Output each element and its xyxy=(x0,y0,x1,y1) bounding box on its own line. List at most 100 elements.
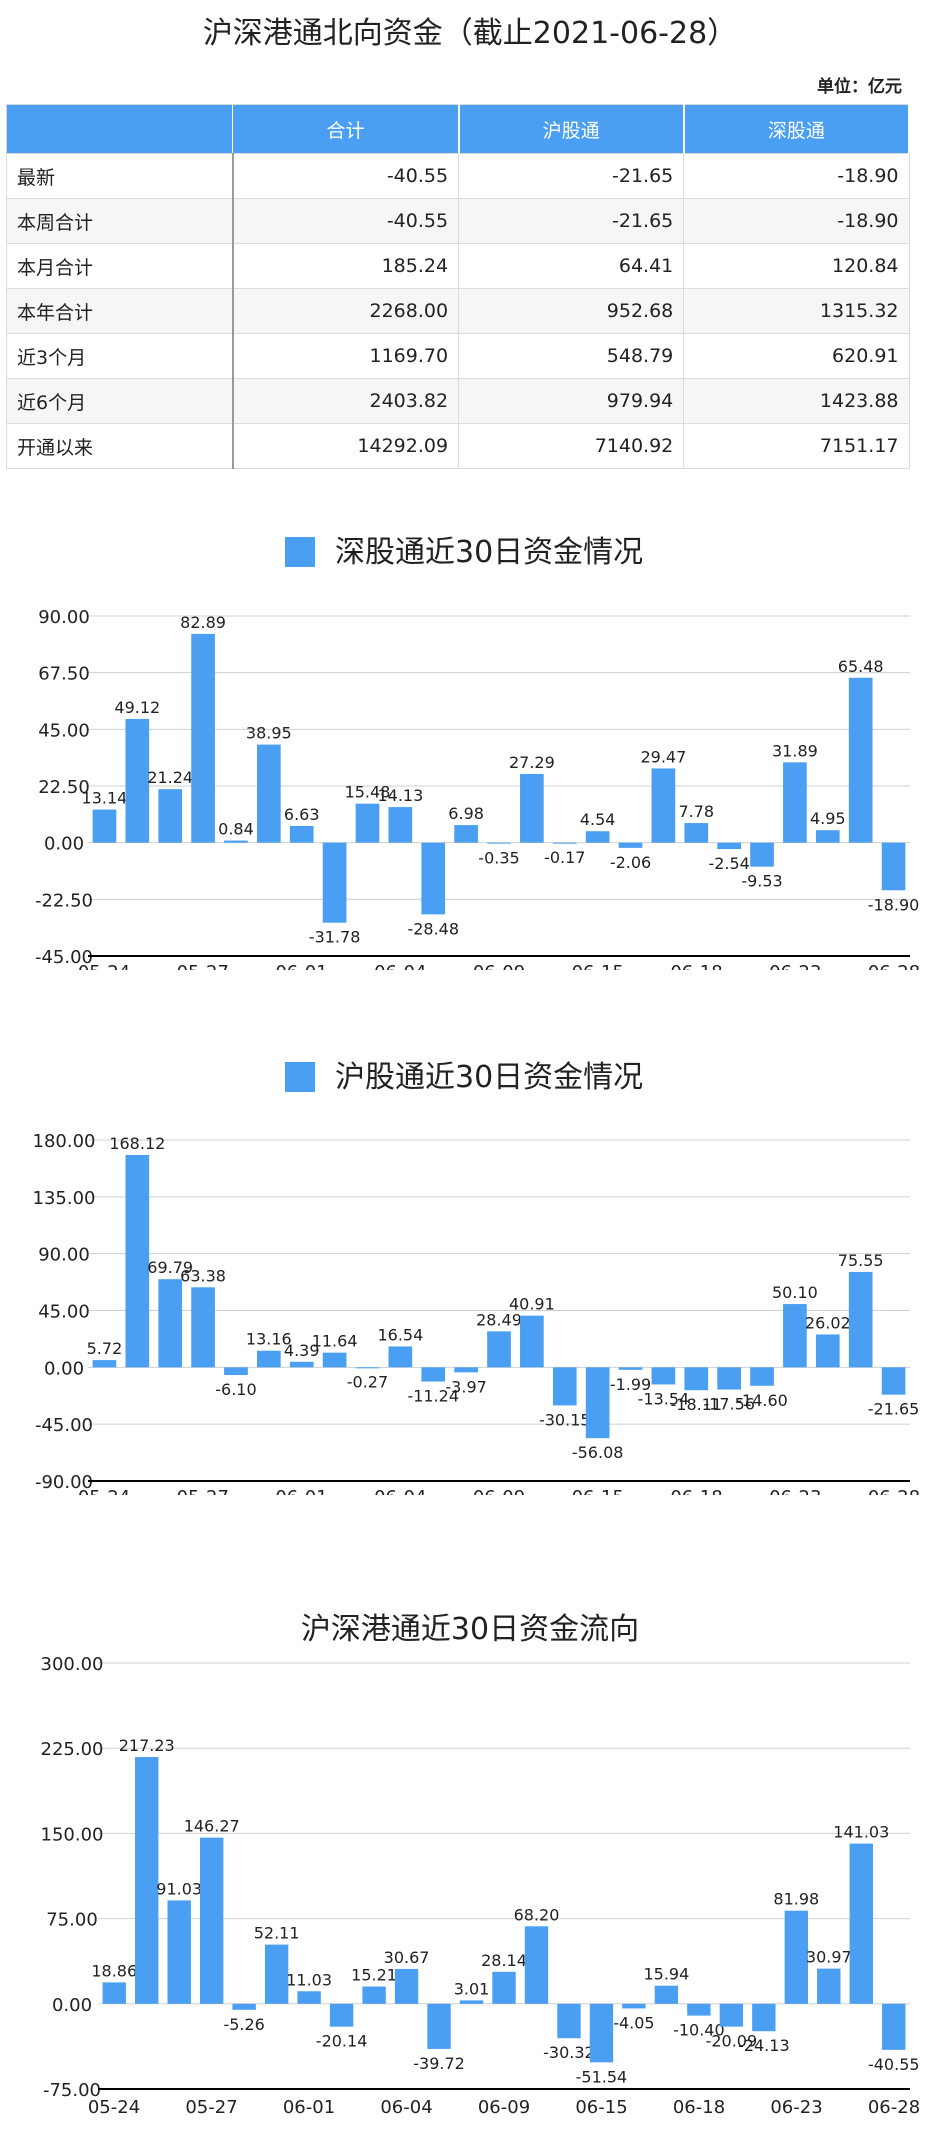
data-label: 217.23 xyxy=(119,1736,175,1755)
bar xyxy=(427,2003,451,2049)
row-value: 185.24 xyxy=(232,243,460,289)
y-tick-label: 180.00 xyxy=(33,1131,96,1152)
bar xyxy=(750,842,774,867)
row-value: 2403.82 xyxy=(232,378,460,424)
y-tick-label: 67.50 xyxy=(38,664,90,685)
data-label: 3.01 xyxy=(454,1979,490,1998)
x-tick-label: 05-24 xyxy=(78,1487,130,1495)
data-label: 31.89 xyxy=(772,741,818,760)
data-label: 75.55 xyxy=(838,1251,884,1270)
bar xyxy=(257,744,281,843)
bar xyxy=(322,1352,347,1368)
data-label: 81.98 xyxy=(773,1890,819,1909)
x-tick-label: 06-28 xyxy=(868,1487,920,1495)
row-value: 952.68 xyxy=(458,288,685,334)
legend-swatch xyxy=(285,1062,315,1092)
data-label: 30.67 xyxy=(384,1948,430,1967)
row-value: 1423.88 xyxy=(683,378,910,424)
bar xyxy=(224,1367,248,1376)
x-tick-label: 06-23 xyxy=(769,962,821,970)
data-label: 52.11 xyxy=(254,1924,300,1943)
data-label: 141.03 xyxy=(833,1823,889,1842)
bar xyxy=(257,1350,281,1368)
bar xyxy=(717,842,741,850)
bar xyxy=(552,1367,577,1406)
data-label: 11.64 xyxy=(312,1332,358,1351)
table-row: 本月合计 185.24 64.41 120.84 xyxy=(5,243,910,289)
bar xyxy=(815,830,840,843)
data-label: -1.99 xyxy=(610,1375,651,1394)
bar xyxy=(848,677,873,843)
table-row: 本周合计 -40.55 -21.65 -18.90 xyxy=(5,198,910,244)
y-tick-label: 90.00 xyxy=(38,1245,90,1266)
data-label: 6.98 xyxy=(448,804,484,823)
data-label: -11.24 xyxy=(407,1387,459,1406)
data-label: 69.79 xyxy=(147,1258,193,1277)
table-row: 近6个月 2403.82 979.94 1423.88 xyxy=(5,378,910,424)
row-value: 14292.09 xyxy=(232,423,460,469)
data-label: 7.78 xyxy=(678,802,714,821)
x-tick-label: 05-24 xyxy=(78,962,130,970)
data-label: 49.12 xyxy=(114,698,160,717)
bar xyxy=(524,1926,549,2004)
row-label: 开通以来 xyxy=(5,423,234,469)
x-tick-label: 06-04 xyxy=(380,2097,432,2118)
x-tick-label: 06-23 xyxy=(770,2097,822,2118)
table-header-sh: 沪股通 xyxy=(458,104,685,154)
row-value: -18.90 xyxy=(683,198,910,244)
bar xyxy=(520,1315,544,1368)
data-label: -30.15 xyxy=(539,1410,591,1429)
bar xyxy=(459,2000,484,2004)
data-label: 28.49 xyxy=(476,1310,522,1329)
row-label: 最新 xyxy=(5,153,234,199)
data-label: 91.03 xyxy=(156,1879,202,1898)
y-tick-label: 45.00 xyxy=(38,720,90,741)
x-tick-label: 06-01 xyxy=(275,962,327,970)
x-tick-label: 05-27 xyxy=(185,2097,237,2118)
summary-table: 合计 沪股通 深股通 最新 -40.55 -21.65 -18.90 本周合计 -40.5… xyxy=(5,104,911,469)
bar xyxy=(355,1367,380,1369)
data-label: -0.27 xyxy=(347,1373,388,1392)
bar xyxy=(848,1271,873,1368)
bar xyxy=(487,1331,511,1368)
bar xyxy=(289,1361,314,1368)
bar xyxy=(135,1757,159,2004)
bar xyxy=(158,1279,183,1368)
data-label: 11.03 xyxy=(286,1970,332,1989)
bar xyxy=(421,1367,446,1382)
sh-connect-chart: 沪股通近30日资金情况 180.00 135.00 90.00 45.00 0.00 -45… xyxy=(33,1060,921,1495)
x-tick-label: 06-18 xyxy=(670,962,722,970)
bar xyxy=(651,768,676,843)
bar xyxy=(125,1155,150,1368)
bar xyxy=(750,1367,774,1386)
x-tick-label: 06-09 xyxy=(473,962,525,970)
x-tick-label: 05-27 xyxy=(177,962,229,970)
row-label: 近3个月 xyxy=(5,333,234,379)
bar xyxy=(388,1346,413,1368)
x-tick-label: 06-18 xyxy=(670,1487,722,1495)
bar xyxy=(199,1837,224,2004)
data-label: -10.40 xyxy=(673,2021,725,2040)
bar xyxy=(394,1968,419,2004)
bar xyxy=(752,2003,776,2032)
data-label: -56.08 xyxy=(572,1443,624,1462)
table-row: 最新 -40.55 -21.65 -18.90 xyxy=(5,153,910,199)
data-label: 18.86 xyxy=(91,1961,137,1980)
data-label: -39.72 xyxy=(413,2054,465,2073)
data-label: 27.29 xyxy=(509,753,555,772)
bar xyxy=(454,825,478,843)
bar xyxy=(783,762,807,843)
bar xyxy=(102,1982,126,2004)
data-label: 13.16 xyxy=(246,1330,292,1349)
x-tick-label: 06-18 xyxy=(673,2097,725,2118)
row-value: 1169.70 xyxy=(232,333,460,379)
y-tick-label: 225.00 xyxy=(41,1739,104,1760)
data-label: 26.02 xyxy=(805,1313,851,1332)
page-title: 沪深港通北向资金（截止2021-06-28） xyxy=(202,16,738,51)
bar xyxy=(687,2003,711,2016)
data-label: 6.63 xyxy=(284,805,320,824)
data-label: 14.13 xyxy=(377,786,423,805)
bar xyxy=(421,842,446,915)
bar xyxy=(362,1986,386,2004)
x-tick-label: 06-09 xyxy=(478,2097,530,2118)
